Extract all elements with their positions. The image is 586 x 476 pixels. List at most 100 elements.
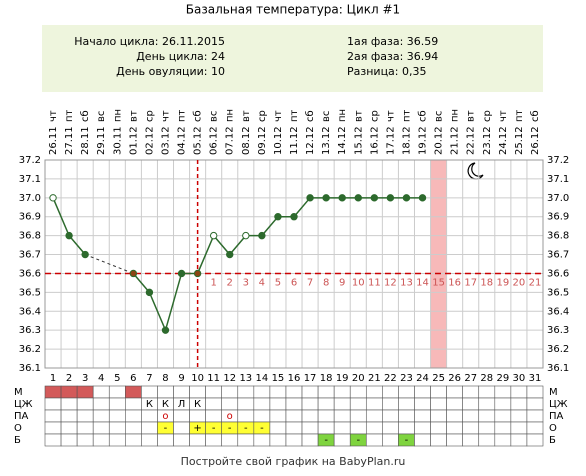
table-cell	[301, 433, 319, 447]
table-cell	[285, 433, 303, 447]
day-number: 5	[114, 373, 120, 384]
info-label: 2ая фаза: 36.94	[347, 50, 438, 63]
table-cell	[478, 385, 496, 399]
cell-text: -	[164, 423, 168, 434]
table-cell	[526, 385, 544, 399]
temperature-point	[402, 194, 411, 202]
table-cell	[205, 397, 223, 411]
luteal-day: 6	[291, 277, 297, 288]
table-cell	[430, 385, 447, 399]
luteal-day: 18	[480, 277, 493, 288]
table-cell	[301, 409, 319, 423]
temperature-point	[129, 269, 138, 278]
day-number: 11	[207, 373, 220, 384]
table-cell	[301, 421, 319, 435]
day-number: 28	[480, 373, 493, 384]
table-cell	[382, 397, 399, 411]
table-cell	[221, 397, 239, 411]
y-tick-label-right: 36.3	[547, 325, 569, 336]
weekday-label: пн	[112, 109, 123, 122]
day-number: 10	[191, 373, 204, 384]
luteal-day: 9	[339, 277, 345, 288]
date-label: 22.12	[466, 126, 477, 155]
temperature-line	[52, 197, 86, 256]
table-cell	[44, 433, 62, 447]
table-cell	[60, 409, 78, 423]
temperature-point	[242, 231, 250, 240]
y-tick-label-right: 36.1	[547, 363, 569, 374]
cell-text: -	[356, 435, 360, 446]
table-cell	[382, 433, 399, 447]
day-number: 7	[146, 373, 152, 384]
cell-text: о	[227, 411, 233, 422]
luteal-day: 16	[448, 277, 461, 288]
luteal-day: 15	[432, 277, 445, 288]
table-cell	[510, 385, 528, 399]
day-number: 6	[130, 373, 136, 384]
table-cell	[108, 433, 126, 447]
cell-text: К	[146, 399, 153, 410]
table-cell	[510, 409, 528, 423]
row-label-right: М	[549, 387, 558, 398]
table-cell	[125, 409, 142, 423]
weekday-label: сб	[305, 110, 316, 122]
table-cell	[44, 409, 62, 423]
luteal-day: 2	[227, 277, 233, 288]
table-cell	[349, 397, 367, 411]
row-label-right: О	[549, 423, 557, 434]
date-label: 25.12	[514, 126, 525, 155]
day-number: 9	[178, 373, 184, 384]
cell-text: -	[260, 423, 264, 434]
weekday-label: пн	[337, 109, 348, 122]
gap-connector	[84, 254, 134, 274]
table-cell	[157, 433, 174, 447]
weekday-label: пт	[64, 109, 75, 122]
luteal-day: 17	[464, 277, 477, 288]
day-number: 13	[239, 373, 252, 384]
temperature-point	[209, 231, 218, 240]
table-cell	[414, 397, 431, 411]
table-cell	[253, 397, 271, 411]
table-cell	[92, 385, 110, 399]
date-label: 28.11	[80, 126, 91, 155]
table-cell	[108, 385, 126, 399]
table-cell	[494, 433, 512, 447]
table-cell	[333, 397, 351, 411]
y-tick-label-right: 36.6	[547, 268, 569, 279]
weekday-label: чт	[385, 110, 396, 122]
weekday-label: чт	[498, 110, 509, 122]
table-cell	[462, 433, 480, 447]
table-cell	[365, 397, 383, 411]
table-cell	[141, 409, 158, 423]
info-label: Разница: 0,35	[347, 65, 427, 78]
date-label: 27.11	[64, 126, 75, 155]
table-cell	[349, 409, 367, 423]
day-number: 14	[256, 373, 269, 384]
temperature-point	[258, 231, 266, 240]
table-cell	[382, 409, 399, 423]
date-label: 04.12	[177, 126, 188, 155]
cell-text: К	[162, 399, 169, 410]
table-cell	[269, 385, 287, 399]
date-label: 06.12	[209, 126, 220, 155]
table-cell	[414, 433, 431, 447]
temperature-point	[226, 250, 234, 259]
luteal-day: 3	[243, 277, 249, 288]
luteal-day: 10	[352, 277, 365, 288]
day-number: 29	[496, 373, 509, 384]
table-cell	[60, 397, 78, 411]
y-tick-label: 36.6	[19, 268, 41, 279]
table-cell	[269, 397, 287, 411]
date-label: 02.12	[144, 126, 155, 155]
table-cell	[125, 385, 142, 399]
y-tick-label-right: 36.5	[547, 287, 569, 298]
y-tick-label-right: 37.1	[547, 174, 569, 185]
table-cell	[44, 421, 62, 435]
table-cell	[108, 421, 126, 435]
table-cell	[317, 409, 335, 423]
day-number: 2	[66, 373, 72, 384]
moon-icon	[467, 162, 484, 180]
table-cell	[398, 421, 415, 435]
info-label: День цикла: 24	[136, 50, 225, 63]
table-cell	[526, 397, 544, 411]
